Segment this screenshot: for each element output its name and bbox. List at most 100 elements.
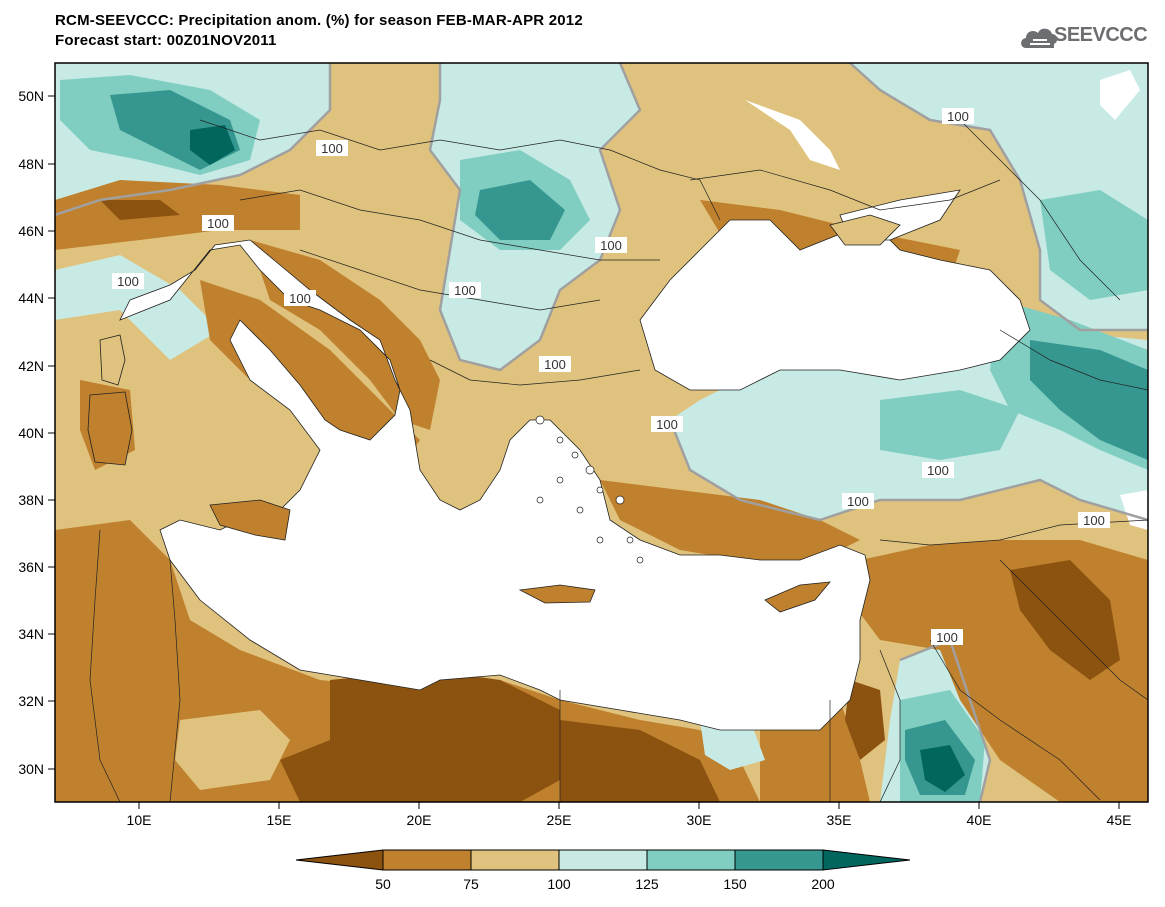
crete: [518, 584, 596, 604]
lon-tick-label: 40E: [967, 812, 992, 828]
lake-1: [745, 100, 840, 170]
sea-mediterranean: [119, 239, 871, 731]
contour-label: 100: [117, 274, 139, 289]
lat-tick-label: 46N: [18, 223, 44, 239]
brown-dark-4: [845, 680, 885, 760]
forecast-start-label: Forecast start: 00Z01NOV2011: [55, 32, 277, 49]
lat-tick-label: 50N: [18, 88, 44, 104]
contour-label-bg: [284, 290, 316, 306]
lon-tick-label: 30E: [687, 812, 712, 828]
colorbar-bin-50-75: [382, 849, 472, 871]
teal-mid-4: [880, 390, 1020, 460]
contour-100-e: [899, 638, 992, 802]
contour-label: 100: [936, 630, 958, 645]
crimea: [829, 214, 901, 246]
contour-label: 100: [289, 291, 311, 306]
aegean-islands: [535, 415, 644, 564]
lat-tick-label: 32N: [18, 693, 44, 709]
contour-label-bg: [449, 282, 481, 298]
teal-dark-2: [475, 180, 565, 240]
contour-label-bg: [931, 629, 963, 645]
sea-black: [639, 219, 1031, 391]
lat-tick-label: 48N: [18, 156, 44, 172]
contour-label: 100: [947, 109, 969, 124]
brown-dark-1: [280, 670, 560, 802]
sardinia: [87, 391, 133, 466]
longitude-axis: 10E 15E 20E 25E 30E 35E 40E 45E: [127, 802, 1132, 828]
colorbar-bin-100-125: [558, 849, 648, 871]
contour-label-bg: [1078, 512, 1110, 528]
colorbar-labels: 50 75 100 125 150 200: [375, 876, 835, 892]
lat-tick-label: 36N: [18, 559, 44, 575]
contour-label: 100: [207, 216, 229, 231]
cyprus: [764, 581, 831, 613]
brown-region-turkey: [600, 480, 860, 560]
contour-labels: 100 100 100 100 100 100 100 100 100 100 100 100 100: [112, 108, 1110, 645]
sea-caspian-edge: [1120, 490, 1148, 530]
lon-tick-label: 25E: [547, 812, 572, 828]
teal-mid-7: [1040, 190, 1148, 300]
contour-label-bg: [112, 273, 144, 289]
cloud-logo-icon: [1021, 28, 1058, 48]
map-field: [55, 63, 1148, 802]
light-area-egypt: [700, 720, 765, 770]
colorbar: 50 75 100 125 150 200: [295, 849, 911, 892]
lon-tick-label: 45E: [1107, 812, 1132, 828]
contour-label-bg: [842, 493, 874, 509]
lon-tick-label: 20E: [407, 812, 432, 828]
contour-100-d: [668, 419, 1148, 522]
colorbar-label: 50: [375, 876, 391, 892]
colorbar-arrow-left: [295, 849, 384, 871]
logo-text: SEEVCCC: [1054, 24, 1148, 46]
contour-label: 100: [600, 238, 622, 253]
brown-dark-5: [100, 200, 180, 220]
contour-label-bg: [595, 237, 627, 253]
contour-label-bg: [922, 462, 954, 478]
colorbar-bin-75-100: [470, 849, 560, 871]
lat-tick-label: 34N: [18, 626, 44, 642]
lat-tick-label: 30N: [18, 761, 44, 777]
contour-label: 100: [927, 463, 949, 478]
colorbar-bin-150-200: [734, 849, 824, 871]
colorbar-label: 125: [635, 876, 659, 892]
contour-label: 100: [847, 494, 869, 509]
colorbar-label: 200: [811, 876, 835, 892]
contour-label: 100: [454, 283, 476, 298]
corsica: [99, 334, 126, 386]
contour-label-bg: [539, 356, 571, 372]
brown-dark-2: [560, 720, 720, 802]
contour-label: 100: [321, 141, 343, 156]
contour-label: 100: [656, 417, 678, 432]
sicily: [209, 499, 291, 541]
map-title: RCM-SEEVCCC: Precipitation anom. (%) for…: [55, 12, 583, 29]
teal-dark-3: [1030, 340, 1148, 460]
brown-region-italy: [200, 280, 420, 470]
contour-label-bg: [316, 140, 348, 156]
lat-tick-label: 44N: [18, 290, 44, 306]
contour-label: 100: [544, 357, 566, 372]
lon-tick-label: 10E: [127, 812, 152, 828]
lat-tick-label: 40N: [18, 425, 44, 441]
contour-label: 100: [1083, 513, 1105, 528]
colorbar-label: 100: [547, 876, 571, 892]
lat-tick-label: 38N: [18, 492, 44, 508]
contour-100-b: [428, 63, 642, 372]
lon-tick-label: 15E: [267, 812, 292, 828]
contour-label-bg: [651, 416, 683, 432]
colorbar-label: 75: [463, 876, 479, 892]
lon-tick-label: 35E: [827, 812, 852, 828]
colorbar-arrow-right: [822, 849, 911, 871]
contour-100-a: [55, 63, 332, 217]
teal-darkest-1: [190, 125, 235, 165]
lat-tick-label: 42N: [18, 358, 44, 374]
brown-dark-3: [1010, 560, 1120, 680]
teal-darkest-2: [920, 745, 965, 792]
lake-2: [1100, 70, 1140, 120]
latitude-axis: 50N 48N 46N 44N 42N 40N 38N 36N 34N 32N 30N: [18, 88, 55, 777]
light-area-tunisia: [175, 710, 290, 790]
colorbar-bin-125-150: [646, 849, 736, 871]
contour-label-bg: [202, 215, 234, 231]
colorbar-label: 150: [723, 876, 747, 892]
contour-label-bg: [942, 108, 974, 124]
